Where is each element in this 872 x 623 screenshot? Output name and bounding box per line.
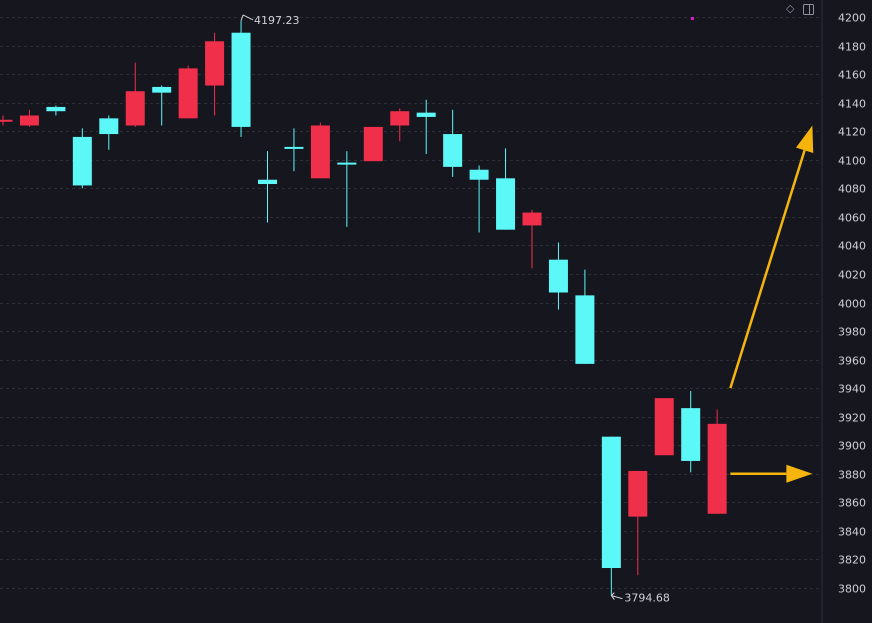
arrow-annotations	[729, 125, 814, 483]
price-tick-label: 4120	[838, 126, 866, 139]
candle	[284, 128, 304, 172]
arrow-head	[796, 125, 814, 153]
candle-body	[363, 126, 383, 162]
candle	[363, 126, 383, 162]
price-tick-label: 4180	[838, 41, 866, 54]
candle-body	[152, 86, 172, 93]
price-tick-label: 3880	[838, 469, 866, 482]
price-tick-label: 3940	[838, 383, 866, 396]
candle-body	[231, 32, 251, 127]
price-tick-label: 3800	[838, 583, 866, 596]
price-tick-label: 3840	[838, 526, 866, 539]
candle	[628, 470, 648, 576]
candle	[310, 122, 330, 179]
candle	[416, 99, 436, 155]
price-tick-label: 4040	[838, 240, 866, 253]
price-tick-label: 4100	[838, 155, 866, 168]
candle-body	[707, 423, 727, 514]
candle	[575, 269, 595, 364]
price-axis: 4200 4180 4160 4140 4120 4100 4080 4060 4040 4020…	[838, 12, 866, 596]
candle	[99, 115, 119, 150]
diamond-icon[interactable]: ◇	[786, 2, 795, 15]
trend-arrow	[729, 125, 814, 389]
price-tick-label: 4000	[838, 298, 866, 311]
price-tick-label: 4160	[838, 69, 866, 82]
candle	[654, 398, 674, 456]
magenta-marker	[691, 17, 694, 20]
candle-body	[469, 169, 489, 180]
candle-body	[416, 112, 436, 117]
price-tick-label: 3900	[838, 440, 866, 453]
price-tick-label: 4080	[838, 183, 866, 196]
price-tick-label: 4200	[838, 12, 866, 25]
panel-toggle-icon[interactable]	[803, 3, 814, 15]
candle	[125, 62, 145, 127]
candle-body	[178, 68, 198, 119]
candle-body	[443, 134, 463, 167]
candle-body	[496, 178, 516, 230]
candle	[548, 242, 568, 310]
candle-body	[284, 146, 304, 149]
trend-arrow	[730, 464, 813, 483]
price-tick-label: 3920	[838, 412, 866, 425]
candle	[19, 109, 39, 127]
arrow-head	[786, 464, 813, 483]
price-tick-label: 3980	[838, 326, 866, 339]
candle	[205, 32, 225, 116]
candle-body	[99, 118, 119, 135]
price-tick-label: 3860	[838, 497, 866, 510]
candle-body	[681, 408, 701, 461]
candle	[258, 151, 277, 223]
candles	[0, 20, 727, 596]
candle-body	[654, 398, 674, 456]
candle	[152, 85, 172, 126]
candle-body	[46, 106, 66, 112]
candle	[390, 108, 410, 142]
low-price-label: 3794.68	[624, 592, 670, 605]
price-tick-label: 4020	[838, 269, 866, 282]
candle	[522, 209, 542, 269]
candle	[337, 151, 357, 227]
candle	[707, 409, 727, 514]
candle-body	[601, 436, 621, 569]
candle-body	[205, 41, 225, 86]
candle	[178, 65, 198, 119]
candle	[601, 436, 621, 596]
candle-body	[390, 111, 410, 126]
candle	[0, 115, 13, 126]
candle-body	[310, 125, 330, 179]
candle	[469, 165, 489, 233]
candle-body	[522, 212, 542, 226]
candle-body	[19, 115, 39, 126]
high-price-label: 4197.23	[254, 14, 299, 27]
candle	[231, 20, 251, 137]
candle	[72, 128, 92, 189]
high-pointer-icon	[240, 14, 254, 22]
candle-body	[72, 136, 92, 186]
price-tick-label: 4060	[838, 212, 866, 225]
arrow-shaft	[729, 149, 806, 389]
price-tick-label: 3820	[838, 554, 866, 567]
price-tick-label: 3960	[838, 355, 866, 368]
low-pointer-icon	[610, 592, 623, 600]
candle	[496, 148, 516, 230]
candle-body	[258, 179, 277, 185]
grid-lines	[0, 0, 823, 623]
candle-body	[575, 295, 595, 364]
candle	[46, 105, 66, 116]
candle	[681, 391, 701, 473]
high-low-annotations: 4197.23 3794.68	[240, 14, 670, 605]
candle-body	[337, 162, 357, 165]
candle-body	[125, 91, 145, 126]
candle-body	[0, 119, 13, 122]
candle-body	[548, 259, 568, 293]
candle-body	[628, 470, 648, 517]
candle	[443, 109, 463, 177]
price-tick-label: 4140	[838, 98, 866, 111]
